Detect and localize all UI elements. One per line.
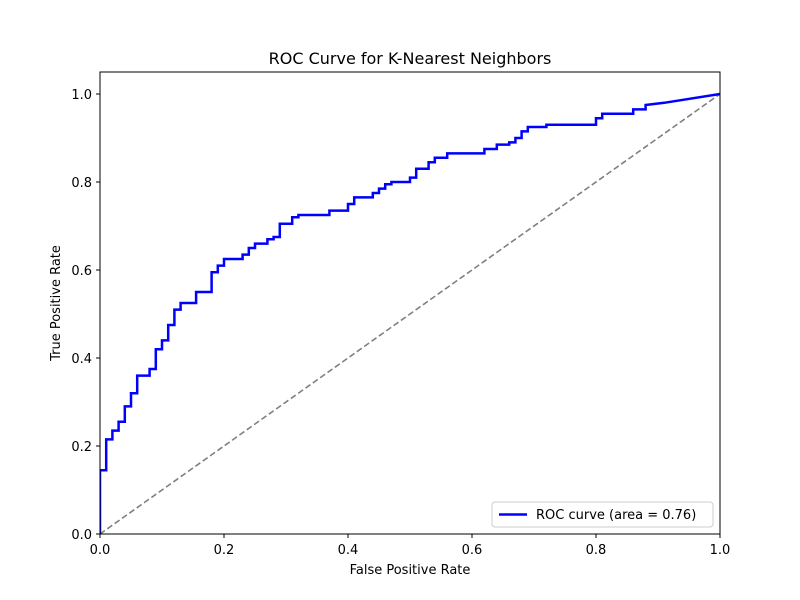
series-layer bbox=[100, 92, 720, 534]
x-tick-label: 0.0 bbox=[90, 543, 111, 558]
ticks-layer: 0.0 0.2 0.4 0.6 0.8 1.0 0.0 0.2 0.4 0.6 0.8 1.0 bbox=[71, 88, 730, 558]
legend-box bbox=[491, 501, 714, 528]
x-tick-label: 0.6 bbox=[462, 543, 483, 558]
x-tick-label: 0.8 bbox=[586, 543, 607, 558]
y-axis-label: True Positive Rate bbox=[49, 245, 64, 362]
plot-frame bbox=[99, 71, 721, 535]
x-tick-label: 0.2 bbox=[214, 543, 235, 558]
y-tick-label: 1.0 bbox=[71, 88, 92, 103]
y-tick-label: 0.0 bbox=[71, 528, 92, 543]
x-tick-label: 1.0 bbox=[710, 543, 731, 558]
chart-title: ROC Curve for K-Nearest Neighbors bbox=[269, 49, 552, 68]
y-tick-label: 0.4 bbox=[71, 352, 92, 367]
roc-curve-line bbox=[100, 92, 720, 534]
y-tick-label: 0.2 bbox=[71, 440, 92, 455]
x-axis-label: False Positive Rate bbox=[350, 563, 471, 578]
y-tick-label: 0.6 bbox=[71, 264, 92, 279]
x-tick-label: 0.4 bbox=[338, 543, 359, 558]
chance-diagonal-line bbox=[100, 93, 720, 534]
legend-label-roc-curve: ROC curve (area = 0.76) bbox=[536, 508, 696, 523]
y-tick-label: 0.8 bbox=[71, 176, 92, 191]
legend: ROC curve (area = 0.76) bbox=[491, 501, 714, 528]
